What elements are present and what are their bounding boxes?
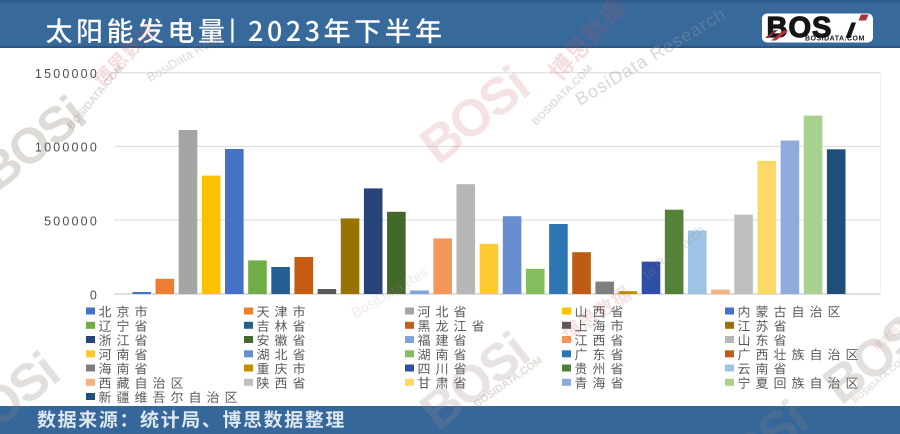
svg-text:1000000: 1000000	[35, 141, 99, 155]
svg-text:1500000: 1500000	[35, 67, 99, 81]
svg-text:BOSIDATA.COM: BOSIDATA.COM	[805, 36, 865, 43]
svg-text:0: 0	[90, 288, 99, 302]
svg-text:500000: 500000	[44, 214, 99, 228]
svg-text:BOS: BOS	[767, 12, 833, 44]
